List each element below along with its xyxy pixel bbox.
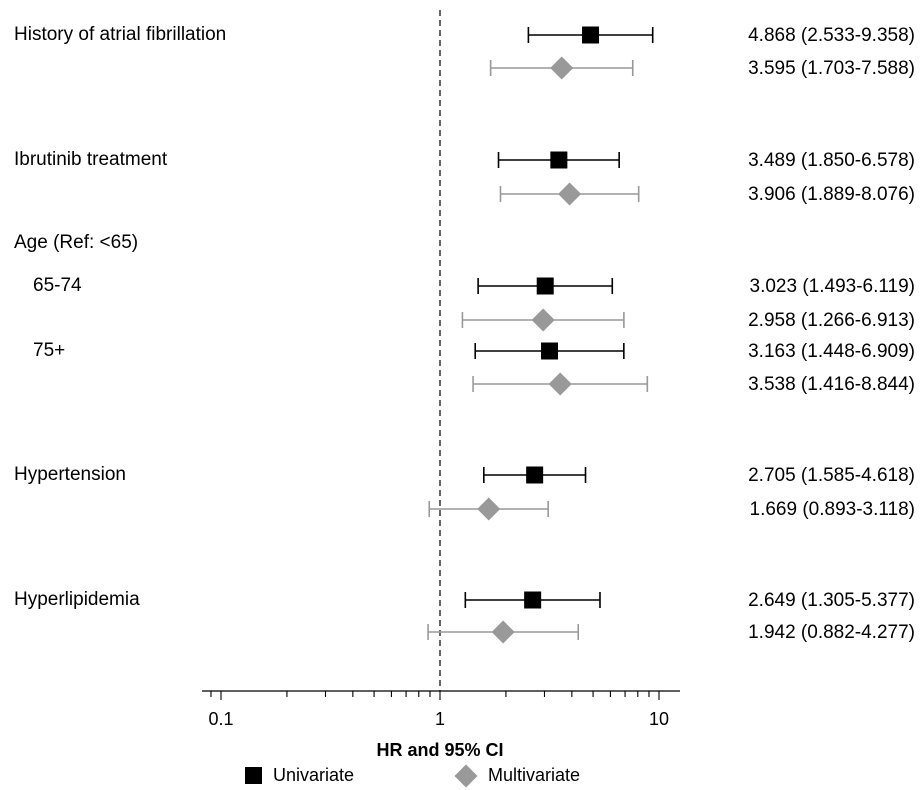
row-label: Ibrutinib treatment (14, 149, 168, 170)
x-tick-label: 10 (649, 709, 669, 729)
hr-value-label: 3.163 (1.448-6.909) (748, 341, 915, 362)
hr-marker-square (582, 26, 600, 44)
hr-marker-diamond (531, 308, 555, 332)
hr-value-label: 4.868 (2.533-9.358) (748, 25, 915, 46)
hr-marker-diamond (550, 56, 574, 80)
group-header-label: Age (Ref: <65) (14, 232, 138, 253)
hr-marker-square (526, 466, 544, 484)
row-label: History of atrial fibrillation (14, 24, 226, 45)
estimate-row: Ibrutinib treatment 3.489 (1.850-6.578) (14, 149, 915, 171)
hr-value-label: 3.906 (1.889-8.076) (748, 184, 915, 205)
rows-layer: Age (Ref: <65) History of atrial fibrilla… (14, 24, 916, 644)
estimate-row: 75+ 3.163 (1.448-6.909) (33, 340, 915, 362)
legend-label-multivariate: Multivariate (488, 765, 580, 785)
hr-value-label: 2.649 (1.305-5.377) (748, 590, 915, 611)
estimate-row: 1.669 (0.893-3.118) (428, 497, 916, 521)
estimate-row: 65-74 3.023 (1.493-6.119) (33, 275, 915, 297)
row-label: 65-74 (33, 275, 82, 296)
legend-square-marker (245, 767, 262, 784)
x-tick-label: 0.1 (208, 709, 233, 729)
row-label: Hypertension (14, 464, 126, 485)
estimate-row: Hypertension 2.705 (1.585-4.618) (14, 464, 915, 486)
hr-value-label: 2.705 (1.585-4.618) (748, 465, 915, 486)
legend-diamond-marker (454, 764, 478, 788)
hr-value-label: 1.942 (0.882-4.277) (748, 622, 915, 643)
hr-value-label: 1.669 (0.893-3.118) (750, 499, 916, 520)
hr-marker-square (524, 591, 542, 609)
x-axis-title: HR and 95% CI (376, 740, 503, 760)
estimate-row: History of atrial fibrillation 4.868 (2.5… (14, 24, 915, 46)
hr-value-label: 2.958 (1.266-6.913) (748, 310, 915, 331)
hr-value-label: 3.489 (1.850-6.578) (748, 150, 915, 171)
row-label: Hyperlipidemia (14, 589, 140, 610)
estimate-row: 2.958 (1.266-6.913) (461, 308, 915, 332)
hr-value-label: 3.023 (1.493-6.119) (750, 276, 916, 297)
row-label: 75+ (33, 340, 65, 361)
estimate-row: 1.942 (0.882-4.277) (427, 620, 915, 644)
x-tick-label: 1 (435, 709, 445, 729)
hr-marker-square (541, 342, 559, 360)
legend: Univariate Multivariate (245, 764, 580, 788)
estimate-row: Hyperlipidemia 2.649 (1.305-5.377) (14, 589, 915, 611)
estimate-row: 3.906 (1.889-8.076) (499, 182, 915, 206)
hr-value-label: 3.538 (1.416-8.844) (748, 374, 915, 395)
hr-marker-diamond (558, 182, 582, 206)
hr-marker-diamond (548, 372, 572, 396)
hr-marker-diamond (477, 497, 501, 521)
hr-value-label: 3.595 (1.703-7.588) (748, 58, 915, 79)
hr-marker-square (536, 277, 554, 295)
legend-label-univariate: Univariate (273, 765, 354, 785)
hr-marker-square (550, 151, 568, 169)
estimate-row: 3.538 (1.416-8.844) (472, 372, 915, 396)
x-axis: 0.1 1 10 (202, 690, 680, 729)
estimate-row: 3.595 (1.703-7.588) (489, 56, 915, 80)
hr-marker-diamond (491, 620, 515, 644)
